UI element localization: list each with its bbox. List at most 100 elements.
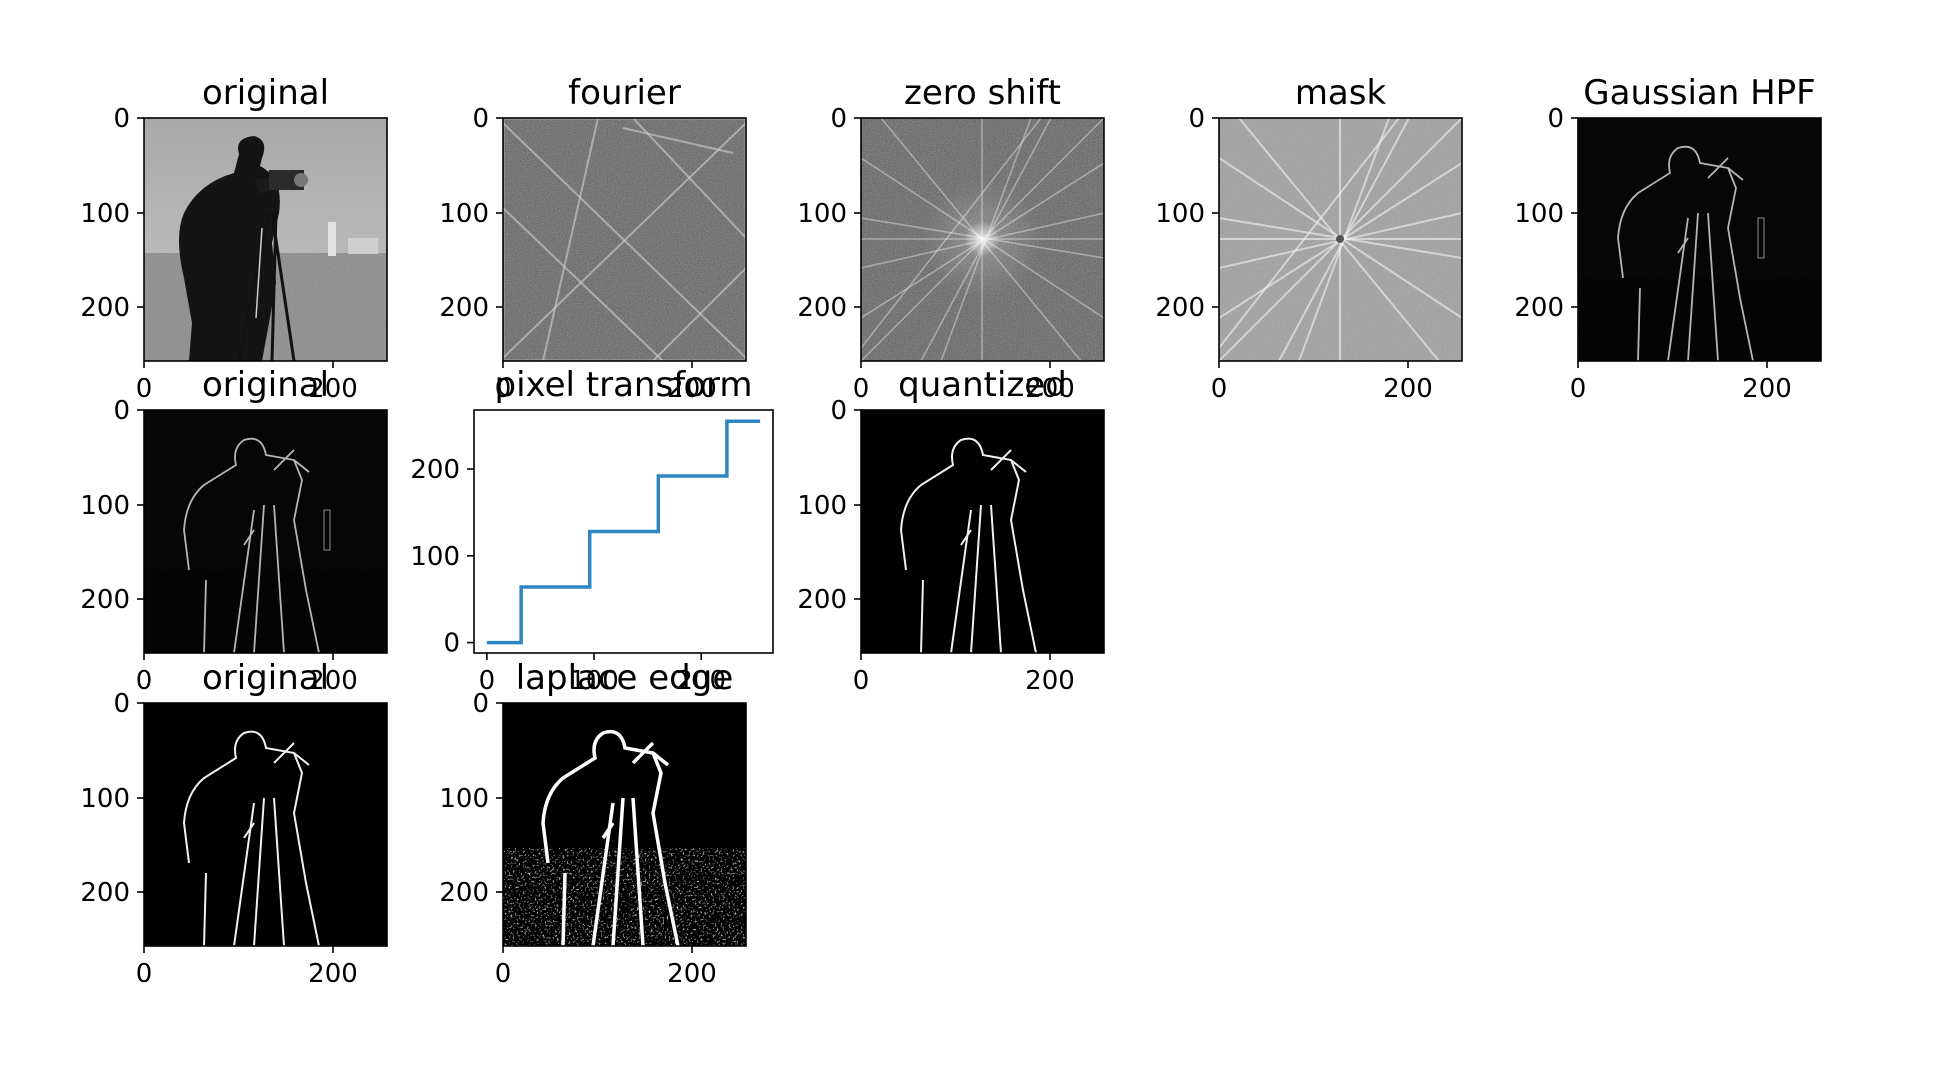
image-grass-speckle (503, 848, 746, 946)
y-tick-label: 200 (80, 293, 130, 323)
x-tick-label: 0 (495, 959, 512, 989)
y-tick-label: 100 (797, 491, 847, 521)
panel-title: original (202, 365, 329, 405)
image-feature (255, 227, 263, 319)
y-tick-label: 200 (439, 878, 489, 908)
y-tick-label: 200 (80, 585, 130, 615)
x-tick-label: 0 (1570, 374, 1587, 404)
x-tick-label: 200 (308, 374, 358, 404)
image-edge-outline (182, 730, 320, 946)
x-tick-label: 200 (308, 959, 358, 989)
y-tick-label: 200 (1514, 293, 1564, 323)
image-feature (503, 122, 746, 359)
x-tick-label: 0 (853, 374, 870, 404)
quantized-edges (144, 703, 387, 946)
image-building (348, 238, 378, 254)
x-tick-label: 0 (479, 666, 496, 696)
y-tick-label: 100 (80, 784, 130, 814)
axes-frame (1218, 117, 1463, 362)
axes-frame (143, 409, 388, 654)
y-tick-label: 100 (80, 491, 130, 521)
y-tick-label: 100 (1155, 199, 1205, 229)
y-tick-label: 100 (80, 199, 130, 229)
y-tick-label: 0 (113, 104, 130, 134)
image-person (179, 136, 280, 361)
y-tick-label: 0 (443, 629, 460, 659)
y-tick-label: 200 (80, 878, 130, 908)
highpass-edges (1578, 118, 1821, 361)
image-feature (652, 267, 746, 361)
fourier-spectrum-unshifted (503, 118, 746, 361)
y-tick-label: 100 (410, 542, 460, 572)
axes-frame (1577, 117, 1822, 362)
panel-title: fourier (568, 73, 681, 113)
image-grass-speckle (144, 863, 387, 946)
x-tick-label: 0 (136, 959, 153, 989)
axes-frame (502, 117, 747, 362)
image-grass-speckle (861, 570, 1104, 653)
y-tick-label: 200 (797, 293, 847, 323)
quantized-edges (861, 410, 1104, 653)
x-tick-label: 200 (1025, 666, 1075, 696)
image-camera (269, 170, 304, 190)
x-tick-label: 200 (1025, 374, 1075, 404)
image-masked-center (1336, 235, 1344, 243)
image-edge-tower (323, 509, 331, 551)
x-tick-label: 200 (667, 374, 717, 404)
image-feature (237, 212, 271, 361)
image-grass-speckle (144, 570, 387, 653)
axes-frame (143, 702, 388, 947)
x-tick-label: 200 (308, 666, 358, 696)
y-tick-label: 100 (439, 199, 489, 229)
axes-frame (473, 409, 774, 654)
x-tick-label: 200 (1383, 374, 1433, 404)
x-tick-label: 0 (136, 666, 153, 696)
x-tick-label: 100 (569, 666, 619, 696)
axes-frame (860, 409, 1105, 654)
panel-title: original (202, 658, 329, 698)
fourier-spectrum-centered (861, 118, 1104, 361)
y-tick-label: 0 (1547, 104, 1564, 134)
panel-p2: 0 200 0 100 200 fourier (439, 73, 747, 404)
y-tick-label: 100 (1514, 199, 1564, 229)
image-feature (542, 118, 599, 361)
image-tower (328, 222, 336, 256)
image-edge-tower (1757, 217, 1765, 259)
axes-frame (143, 117, 388, 362)
y-tick-label: 0 (830, 396, 847, 426)
y-tick-label: 200 (410, 455, 460, 485)
image-edge-outline (183, 437, 320, 653)
panel-title: mask (1295, 73, 1387, 113)
y-tick-label: 0 (472, 104, 489, 134)
x-tick-label: 0 (853, 666, 870, 696)
masked-spectrum (1219, 118, 1462, 361)
y-tick-label: 200 (1155, 293, 1205, 323)
x-tick-label: 200 (1742, 374, 1792, 404)
x-tick-label: 200 (676, 666, 726, 696)
panel-title: original (202, 73, 329, 113)
image-feature (632, 118, 746, 239)
panel-p3: 0 200 0 100 200 zero shift (797, 73, 1105, 404)
axes-frame (502, 702, 747, 947)
image-edge-outline (1617, 145, 1754, 361)
y-tick-label: 200 (439, 293, 489, 323)
panel-title: Gaussian HPF (1583, 73, 1815, 113)
x-tick-label: 0 (495, 374, 512, 404)
x-tick-label: 0 (136, 374, 153, 404)
series-line (486, 419, 761, 645)
y-tick-label: 0 (1188, 104, 1205, 134)
y-tick-label: 0 (472, 689, 489, 719)
y-tick-label: 0 (113, 689, 130, 719)
y-tick-label: 0 (113, 396, 130, 426)
panel-title: quantized (898, 365, 1067, 405)
image-feature (1298, 118, 1390, 361)
panel-title: pixel transform (495, 365, 753, 405)
panel-p4: 0 200 0 100 200 mask (1155, 73, 1463, 404)
y-tick-label: 100 (439, 784, 489, 814)
image-grass-speckle (1578, 278, 1821, 361)
